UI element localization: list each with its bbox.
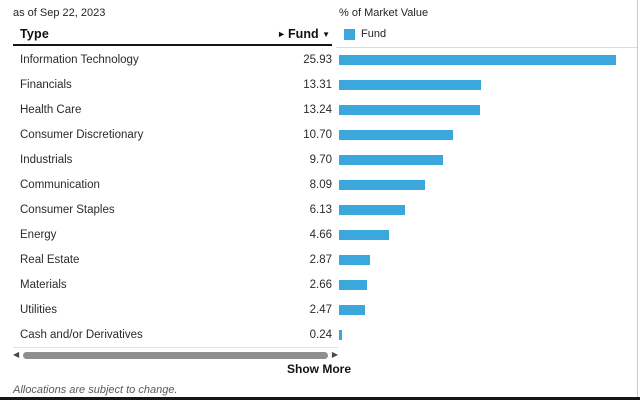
bottom-section-edge (0, 397, 640, 400)
row-value: 8.09 (309, 178, 332, 191)
row-bar (339, 254, 370, 265)
fund-legend-label: Fund (361, 28, 387, 40)
row-label: Utilities (20, 303, 58, 316)
table-bottom-divider (13, 347, 338, 348)
row-bar (339, 329, 342, 340)
disclaimer-text: Allocations are subject to change. (13, 384, 178, 396)
row-value: 6.13 (309, 203, 332, 216)
scrollbar-right-arrow-icon[interactable]: ▶ (331, 350, 338, 359)
row-bar (339, 204, 405, 215)
fund-column-label: Fund (288, 27, 319, 41)
table-row: Industrials 9.70 (0, 147, 637, 172)
market-value-label: % of Market Value (339, 7, 429, 19)
row-value: 4.66 (309, 228, 332, 241)
row-value: 2.66 (309, 278, 332, 291)
row-value: 0.24 (309, 328, 332, 341)
row-bar (339, 79, 482, 90)
row-value: 2.87 (309, 253, 332, 266)
chart-legend: Fund (344, 28, 386, 40)
row-label: Energy (20, 228, 57, 241)
row-bar (339, 229, 389, 240)
table-row: Information Technology 25.93 (0, 47, 637, 72)
row-label: Real Estate (20, 253, 80, 266)
table-row: Consumer Staples 6.13 (0, 197, 637, 222)
row-value: 9.70 (309, 153, 332, 166)
table-row: Communication 8.09 (0, 172, 637, 197)
row-label: Financials (20, 78, 72, 91)
row-label: Information Technology (20, 53, 139, 66)
row-bar (339, 154, 443, 165)
table-row: Cash and/or Derivatives 0.24 (0, 322, 637, 347)
table-row: Energy 4.66 (0, 222, 637, 247)
row-label: Communication (20, 178, 100, 191)
right-panel-divider (637, 0, 638, 397)
row-value: 2.47 (309, 303, 332, 316)
table-row: Materials 2.66 (0, 272, 637, 297)
show-more-button[interactable]: Show More (287, 362, 352, 376)
row-bar (339, 104, 481, 115)
row-label: Consumer Staples (20, 203, 115, 216)
row-label: Materials (20, 278, 67, 291)
row-bar (339, 179, 426, 190)
row-value: 13.31 (303, 78, 332, 91)
fund-column-header[interactable]: Fund ▼ (288, 27, 330, 41)
horizontal-scrollbar[interactable]: ◀ ▶ (13, 350, 338, 360)
row-bar (339, 54, 616, 65)
table-row: Utilities 2.47 (0, 297, 637, 322)
row-bar (339, 129, 454, 140)
table-row: Financials 13.31 (0, 72, 637, 97)
table-header: Type ► Fund ▼ (13, 24, 332, 46)
as-of-date: as of Sep 22, 2023 (13, 7, 106, 19)
row-bar (339, 304, 366, 315)
fund-legend-swatch (344, 28, 355, 40)
row-value: 13.24 (303, 103, 332, 116)
table-row: Health Care 13.24 (0, 97, 637, 122)
row-value: 10.70 (303, 128, 332, 141)
row-label: Industrials (20, 153, 73, 166)
sort-desc-icon: ▼ (322, 30, 330, 39)
table-row: Consumer Discretionary 10.70 (0, 122, 637, 147)
scrollbar-thumb[interactable] (23, 351, 328, 359)
row-label: Cash and/or Derivatives (20, 328, 143, 341)
scrollbar-left-arrow-icon[interactable]: ◀ (13, 350, 20, 359)
row-label: Consumer Discretionary (20, 128, 144, 141)
row-label: Health Care (20, 103, 82, 116)
row-bar (339, 279, 368, 290)
type-column-header[interactable]: Type (20, 27, 50, 41)
row-value: 25.93 (303, 53, 332, 66)
table-body: Information Technology 25.93 Financials … (0, 47, 637, 347)
scroll-right-icon[interactable]: ► (277, 29, 286, 39)
chart-top-axis-line (336, 47, 637, 48)
table-row: Real Estate 2.87 (0, 247, 637, 272)
